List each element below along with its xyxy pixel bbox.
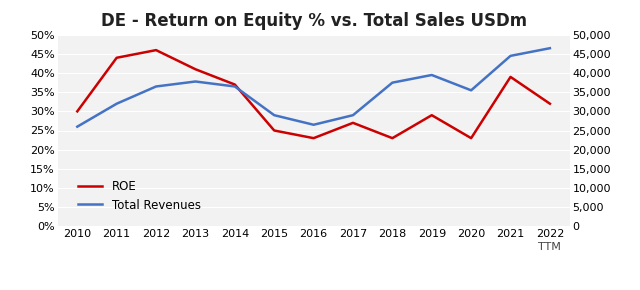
Total Revenues (546, 46, 554, 50)
Total Revenues (113, 102, 120, 106)
Total Revenues (388, 81, 396, 84)
Total Revenues (428, 73, 436, 77)
ROE (546, 102, 554, 106)
ROE (191, 68, 199, 71)
ROE (270, 129, 278, 132)
Text: TTM: TTM (538, 242, 561, 253)
Line: ROE: ROE (77, 50, 550, 138)
ROE (310, 136, 317, 140)
Total Revenues (152, 85, 160, 88)
Line: Total Revenues: Total Revenues (77, 48, 550, 127)
ROE (74, 110, 81, 113)
ROE (231, 83, 239, 86)
ROE (428, 113, 436, 117)
Title: DE - Return on Equity % vs. Total Sales USDm: DE - Return on Equity % vs. Total Sales … (100, 12, 527, 30)
ROE (507, 75, 515, 79)
ROE (388, 136, 396, 140)
ROE (152, 48, 160, 52)
Total Revenues (467, 88, 475, 92)
ROE (349, 121, 357, 125)
Total Revenues (349, 113, 357, 117)
Total Revenues (74, 125, 81, 128)
Total Revenues (231, 85, 239, 88)
Total Revenues (191, 80, 199, 83)
Legend: ROE, Total Revenues: ROE, Total Revenues (74, 175, 205, 216)
Total Revenues (270, 113, 278, 117)
Total Revenues (310, 123, 317, 126)
ROE (467, 136, 475, 140)
ROE (113, 56, 120, 59)
Total Revenues (507, 54, 515, 58)
